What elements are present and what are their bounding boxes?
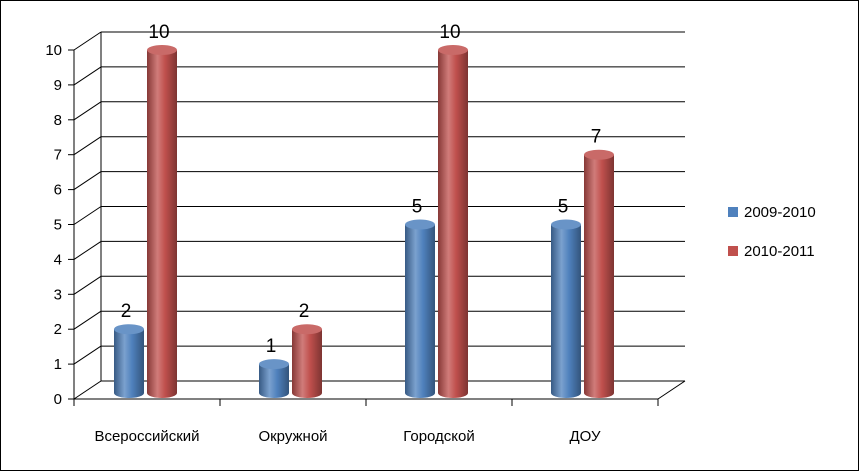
data-label: 5 [558,197,569,218]
legend-swatch [728,207,738,217]
legend-label: 2009-2010 [744,204,816,221]
y-tick-label: 3 [54,286,62,303]
legend-label: 2010-2011 [744,243,815,260]
bar-top-2010-2011 [438,45,468,55]
y-tick-label: 8 [54,112,62,129]
bar-2009-2010 [405,224,435,398]
x-tick-label: Окружной [258,428,327,445]
bar-top-2010-2011 [147,45,177,55]
x-tick-label: Всероссийский [94,428,199,445]
bar-2010-2011 [292,329,322,398]
axes: 0 1 2 3 4 5 6 7 8 9 10 Всероссийский Окружной Городск… [45,42,686,445]
data-label: 10 [439,22,460,43]
gridline-depth [73,240,102,260]
bar-2009-2010 [259,364,289,398]
legend: 2009-2010 2010-2011 [728,204,816,260]
y-tick-label: 5 [54,217,62,234]
gridline-depth [73,345,102,365]
gridline-depth [73,136,102,156]
bar-top-2010-2011 [292,324,322,335]
data-label: 2 [121,301,132,322]
data-label: 10 [148,22,169,43]
bar-2010-2011 [147,50,177,398]
gridline-depth [73,275,102,295]
gridline-depth [73,310,102,330]
y-tick-label: 9 [54,77,62,94]
data-label: 5 [412,197,423,218]
bar-2009-2010 [114,329,144,398]
gridline-depth [73,380,102,400]
gridline-depth [73,171,102,191]
y-tick-label: 6 [54,182,62,199]
gridline-depth [73,31,102,51]
bar-top-2009-2010 [551,219,581,230]
bar-top-2009-2010 [114,324,144,335]
x-tick-label: Городской [403,428,475,445]
legend-swatch [728,246,738,256]
gridline-depth [73,101,102,121]
labels: 2 1 5 5 10 2 10 7 [121,22,602,357]
y-tick-label: 4 [54,251,62,268]
y-tick-label: 0 [54,391,62,408]
data-label: 7 [591,127,602,148]
bar-2010-2011 [584,154,614,398]
y-tick-label: 1 [54,356,62,373]
x-tick-label: ДОУ [569,428,600,445]
y-tick-label: 10 [45,42,62,59]
bar-2010-2011 [438,50,468,398]
data-label: 1 [266,336,277,357]
data-label: 2 [299,301,310,322]
gridline-depth [73,206,102,225]
floor-edge [657,380,686,400]
y-tick-label: 2 [54,321,62,338]
bar-top-2009-2010 [405,219,435,230]
bar-2009-2010 [551,224,581,398]
bar-top-2009-2010 [259,359,289,370]
bars [114,45,614,398]
y-tick-label: 7 [54,147,62,164]
bar-top-2010-2011 [584,149,614,160]
gridline-depth [73,66,102,86]
